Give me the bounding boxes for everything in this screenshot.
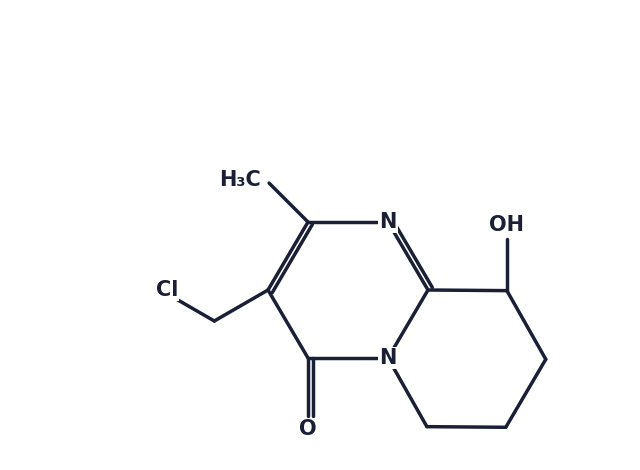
Text: N: N (380, 212, 397, 232)
Text: OH: OH (490, 215, 524, 235)
Text: O: O (299, 419, 317, 439)
Text: H₃C: H₃C (220, 170, 261, 190)
Text: N: N (380, 348, 397, 368)
Text: Cl: Cl (156, 280, 178, 300)
